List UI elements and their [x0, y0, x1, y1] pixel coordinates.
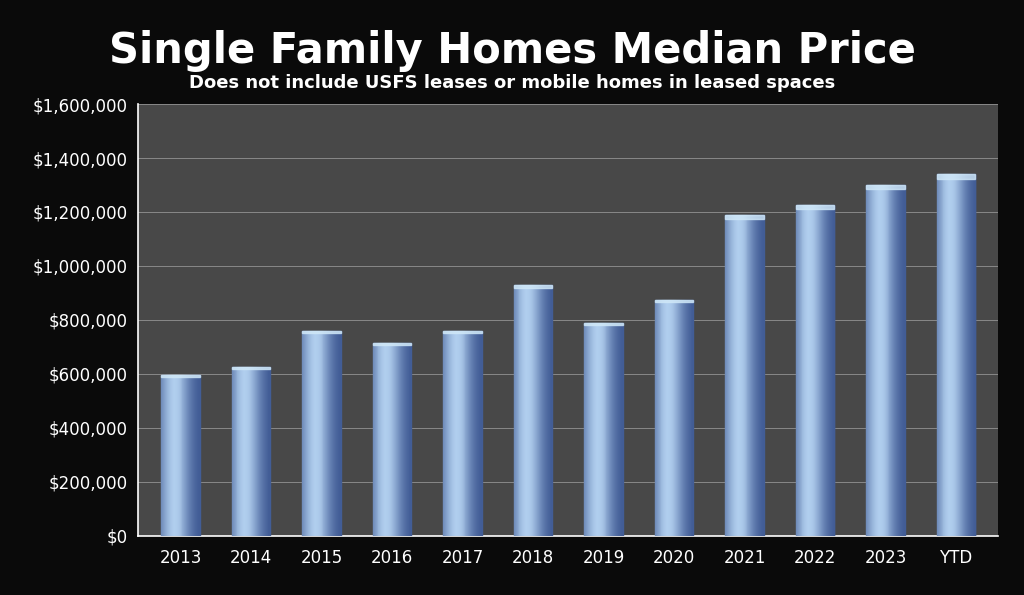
Bar [796, 205, 835, 209]
Bar [443, 331, 482, 333]
Bar [302, 331, 341, 333]
Bar [725, 215, 764, 218]
Bar [373, 343, 412, 345]
Bar [231, 367, 270, 369]
Bar [161, 375, 200, 377]
Text: Single Family Homes Median Price: Single Family Homes Median Price [109, 30, 915, 72]
Bar [866, 185, 905, 189]
Bar [584, 322, 623, 325]
Bar [514, 285, 553, 288]
Text: Does not include USFS leases or mobile homes in leased spaces: Does not include USFS leases or mobile h… [188, 74, 836, 92]
Bar [937, 174, 976, 178]
Bar [654, 300, 693, 302]
